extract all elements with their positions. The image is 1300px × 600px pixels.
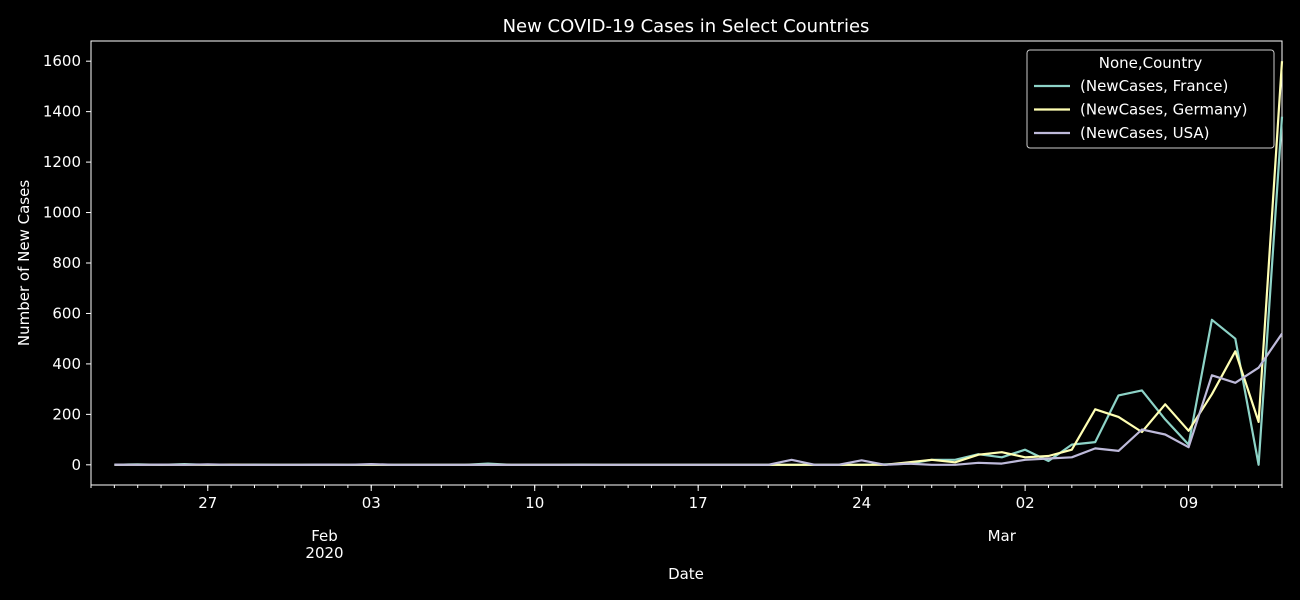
legend-title: None,Country — [1099, 54, 1203, 72]
x-tick-label: 09 — [1179, 494, 1198, 512]
x-month-label: Mar — [988, 527, 1017, 545]
y-tick-label: 1200 — [43, 153, 81, 171]
legend: None,Country (NewCases, France) (NewCases,… — [1026, 49, 1275, 149]
x-month-label: 2020 — [305, 544, 343, 562]
x-tick-label: 17 — [689, 494, 708, 512]
legend-box — [1026, 49, 1275, 149]
series-line — [114, 332, 1283, 466]
legend-label: (NewCases, Germany) — [1080, 101, 1247, 119]
x-axis-label: Date — [668, 565, 704, 583]
y-tick-label: 200 — [52, 405, 81, 423]
x-tick-label: 24 — [852, 494, 871, 512]
y-tick-label: 0 — [71, 456, 81, 474]
y-tick-label: 400 — [52, 355, 81, 373]
y-tick-label: 800 — [52, 254, 81, 272]
y-tick-label: 1000 — [43, 204, 81, 222]
legend-label: (NewCases, France) — [1080, 77, 1228, 95]
y-tick-label: 1600 — [43, 52, 81, 70]
legend-label: (NewCases, USA) — [1080, 124, 1210, 142]
plot-area — [90, 40, 1284, 486]
y-axis-label: Number of New Cases — [15, 180, 33, 346]
y-axis: 0 200 400 600 800 1000 1200 1400 1600 — [43, 52, 91, 474]
x-tick-label: 27 — [198, 494, 217, 512]
x-tick-label: 03 — [362, 494, 381, 512]
chart-title: New COVID-19 Cases in Select Countries — [503, 16, 870, 37]
x-tick-label: 10 — [525, 494, 544, 512]
x-tick-label: 02 — [1016, 494, 1035, 512]
y-tick-label: 600 — [52, 304, 81, 322]
x-month-label: Feb — [311, 527, 338, 545]
y-tick-label: 1400 — [43, 103, 81, 121]
